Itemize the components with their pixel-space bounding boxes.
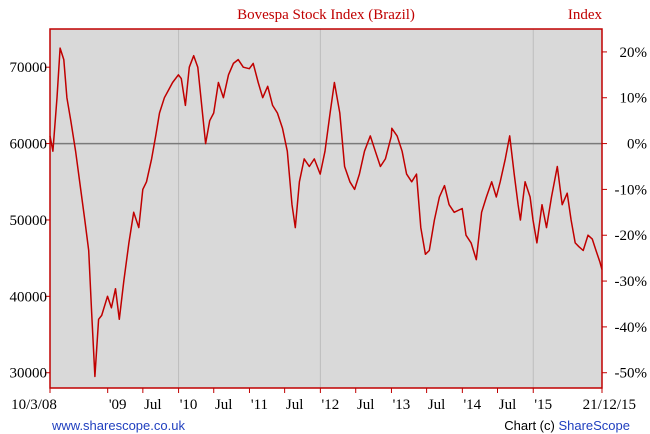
credit-prefix: Chart (c) — [504, 418, 559, 433]
x-tick-label: '09 — [109, 397, 127, 413]
chart-title: Bovespa Stock Index (Brazil) — [237, 7, 415, 23]
left-tick-label: 30000 — [10, 366, 48, 382]
x-tick-label: '11 — [251, 397, 268, 413]
right-tick-label: -10% — [615, 182, 648, 198]
left-tick-label: 50000 — [10, 213, 48, 229]
left-tick-label: 60000 — [10, 137, 48, 153]
x-axis: 10/3/08 '09 Jul '10 Jul '11 Jul '12 Jul '13 Jul '14… — [11, 388, 636, 413]
credit-brand: ShareScope — [558, 418, 630, 433]
left-tick-label: 70000 — [10, 60, 48, 76]
series-line — [49, 47, 603, 378]
x-tick-label: Jul — [499, 397, 517, 413]
x-tick-label: 10/3/08 — [11, 397, 57, 413]
x-tick-label: 21/12/15 — [583, 397, 636, 413]
right-axis: 20% 10% 0% -10% -20% -30% -40% -50% — [602, 45, 647, 382]
x-tick-label: Jul — [357, 397, 375, 413]
website-link[interactable]: www.sharescope.co.uk — [52, 418, 185, 433]
plot-frame — [49, 28, 603, 389]
right-tick-label: -50% — [615, 366, 648, 382]
x-tick-label: '13 — [393, 397, 411, 413]
left-axis: 30000 40000 50000 60000 70000 — [10, 60, 50, 382]
right-tick-label: -20% — [615, 228, 648, 244]
plot-area — [50, 29, 602, 388]
x-tick-label: '12 — [322, 397, 340, 413]
chart: Bovespa Stock Index (Brazil) Index 30000… — [10, 7, 648, 413]
x-tick-label: Jul — [428, 397, 446, 413]
x-tick-label: '15 — [534, 397, 552, 413]
left-tick-label: 40000 — [10, 289, 48, 305]
right-tick-label: 0% — [627, 137, 647, 153]
x-tick-label: Jul — [144, 397, 162, 413]
x-tick-label: Jul — [286, 397, 304, 413]
right-tick-label: -30% — [615, 274, 648, 290]
right-tick-label: 10% — [620, 91, 648, 107]
x-tick-label: '10 — [180, 397, 198, 413]
right-axis-title: Index — [568, 7, 603, 23]
x-tick-label: Jul — [215, 397, 233, 413]
right-tick-label: 20% — [620, 45, 648, 61]
x-tick-label: '14 — [463, 397, 481, 413]
right-tick-label: -40% — [615, 320, 648, 336]
chart-credit: Chart (c) ShareScope — [504, 418, 630, 433]
grid — [178, 29, 534, 388]
